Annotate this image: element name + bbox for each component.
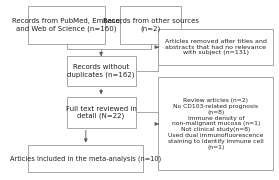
Text: Articles included in the meta-analysis (n=10): Articles included in the meta-analysis (… (10, 156, 162, 162)
Text: Full text reviewed in
detail (N=22): Full text reviewed in detail (N=22) (66, 106, 136, 119)
FancyBboxPatch shape (120, 6, 181, 44)
Text: Records without
duplicates (n=162): Records without duplicates (n=162) (67, 64, 135, 78)
FancyBboxPatch shape (67, 97, 136, 127)
FancyBboxPatch shape (28, 145, 143, 172)
Text: Records from PubMed, Embase,
and Web of Science (n=160): Records from PubMed, Embase, and Web of … (12, 18, 122, 31)
FancyBboxPatch shape (158, 29, 273, 65)
FancyBboxPatch shape (158, 78, 273, 170)
FancyBboxPatch shape (28, 6, 105, 44)
Text: Articles removed after titles and
abstracts that had no relevance
with subject (: Articles removed after titles and abstra… (165, 39, 267, 55)
Text: Review articles (n=2)
No CD103-related prognosis
(n=8)
Immune density of
non-mal: Review articles (n=2) No CD103-related p… (168, 98, 264, 150)
Text: Records from other sources
(n=2): Records from other sources (n=2) (103, 18, 199, 31)
FancyBboxPatch shape (67, 56, 136, 86)
